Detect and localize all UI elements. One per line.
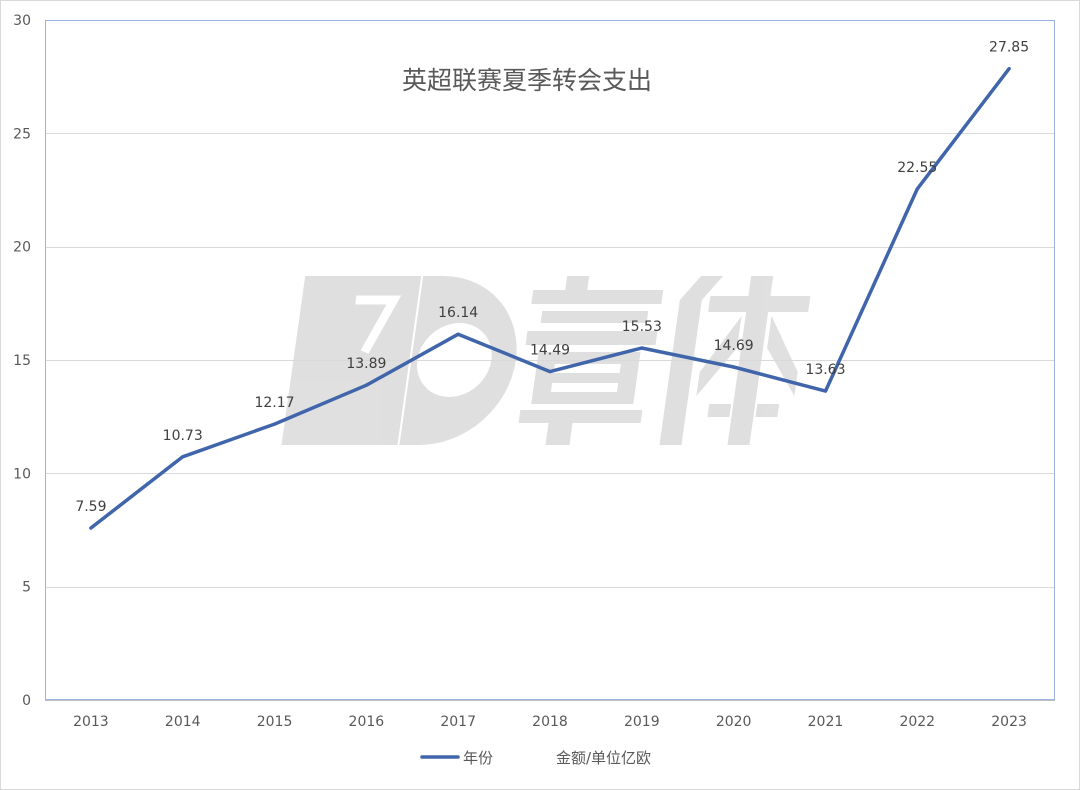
watermark-char-2 [659,276,811,445]
data-point [732,365,736,369]
data-label: 13.63 [805,362,845,378]
data-label: 13.89 [346,356,386,372]
data-point [89,526,93,530]
y-tick-label: 30 [13,13,31,29]
data-point [823,389,827,393]
x-tick-label: 2014 [165,714,201,730]
x-tick-label: 2022 [899,714,935,730]
legend-label: 金额/单位亿欧 [556,749,651,767]
chart-title: 英超联赛夏季转会支出 [402,66,652,95]
x-tick-label: 2017 [440,714,476,730]
data-label: 22.55 [897,160,937,176]
series-group [89,66,1011,530]
x-tick-label: 2015 [257,714,293,730]
x-tick-label: 2023 [991,714,1027,730]
data-label: 16.14 [438,305,478,321]
plot-area-border [45,20,1055,700]
data-label: 7.59 [75,499,106,515]
data-point [456,332,460,336]
x-tick-label: 2020 [716,714,752,730]
data-point [640,346,644,350]
data-point [548,370,552,374]
data-label: 27.85 [989,40,1029,56]
y-tick-label: 5 [22,580,31,596]
y-tick-label: 25 [13,126,31,142]
gridlines [45,20,1055,701]
data-label: 15.53 [622,319,662,335]
x-tick-label: 2019 [624,714,660,730]
data-labels: 7.59 10.73 12.17 13.89 16.14 14.49 15.53 14.69 1… [75,40,1029,515]
x-tick-label: 2016 [349,714,385,730]
data-label: 14.69 [714,338,754,354]
data-point [181,455,185,459]
data-label: 10.73 [163,428,203,444]
x-axis-tick-labels: 2013 2014 2015 2016 2017 2018 2019 2020 2021 2022… [73,714,1027,730]
y-tick-label: 10 [13,466,31,482]
x-tick-label: 2018 [532,714,568,730]
x-tick-label: 2021 [808,714,844,730]
y-tick-label: 0 [22,693,31,709]
data-label: 14.49 [530,343,570,359]
data-point [273,422,277,426]
y-tick-label: 20 [13,240,31,256]
legend: 年份 金额/单位亿欧 [420,749,651,767]
data-point [1007,67,1011,71]
data-label: 12.17 [254,395,294,411]
x-tick-label: 2013 [73,714,109,730]
watermark-b-notch [355,295,402,354]
y-axis-tick-labels: 0 5 10 15 20 25 30 [13,13,31,709]
legend-label: 年份 [463,749,493,767]
data-point [915,187,919,191]
y-tick-label: 15 [13,353,31,369]
data-point [364,383,368,387]
